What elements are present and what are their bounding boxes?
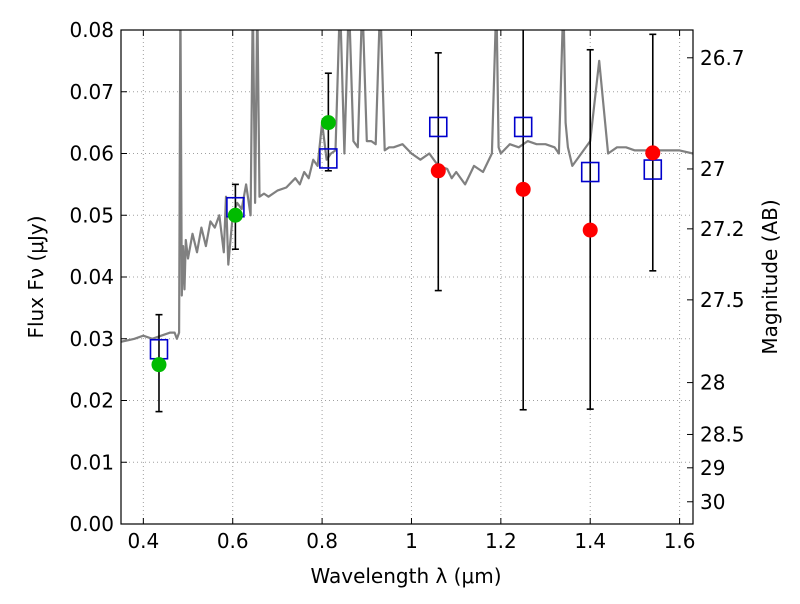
model-photometry-square [428,116,448,138]
y-tick-label: 0.07 [69,80,114,104]
model-photometry-square [319,148,338,169]
y-tick-label: 0.01 [69,450,114,474]
y2-tick-label: 27.2 [700,217,745,241]
y-tick-label: 0.06 [69,142,114,166]
plot-area [121,30,693,413]
x-tick-label: 0.4 [127,529,159,553]
observed-faint-point [582,222,598,238]
y2-tick-label: 29 [700,456,725,480]
x-axis-label: Wavelength λ (μm) [310,564,501,588]
y-tick-label: 0.05 [69,203,114,227]
x-tick-label: 1.4 [574,529,606,553]
y-tick-label: 0.08 [69,18,114,42]
axes: 0.4 0.6 0.8 1 1.2 1.4 1.6 0.00 0.01 0.02 0.03 0.04 0… [69,18,744,553]
y2-tick-label: 27.5 [700,288,745,312]
y2-tick-label: 27 [700,157,725,181]
y2-tick-label: 26.7 [700,46,745,70]
y-tick-label: 0.04 [69,265,114,289]
model-spectrum-line [121,30,693,343]
x-tick-label: 0.8 [306,529,338,553]
observed-faint-point [645,145,661,161]
observed-detection-point [151,357,167,373]
x-tick-label: 1.6 [664,529,696,553]
observed-faint-point [515,181,531,197]
observed-faint-point [430,163,446,179]
y2-axis-label: Magnitude (AB) [758,199,782,354]
y-tick-label: 0.02 [69,389,114,413]
observed-detection-point [227,207,243,223]
y2-tick-label: 28 [700,371,725,395]
x-tick-label: 1 [405,529,418,553]
y-axis-label: Flux Fν (μJy) [24,215,48,338]
observed-detection-point [320,115,336,131]
y-tick-label: 0.00 [69,512,114,536]
model-photometry-square [580,161,600,183]
model-photometry-square [513,116,533,138]
x-tick-label: 0.6 [217,529,249,553]
y2-tick-label: 30 [700,490,725,514]
plot-background [121,30,693,524]
y-tick-label: 0.03 [69,327,114,351]
y2-tick-label: 28.5 [700,422,745,446]
x-tick-label: 1.2 [485,529,517,553]
